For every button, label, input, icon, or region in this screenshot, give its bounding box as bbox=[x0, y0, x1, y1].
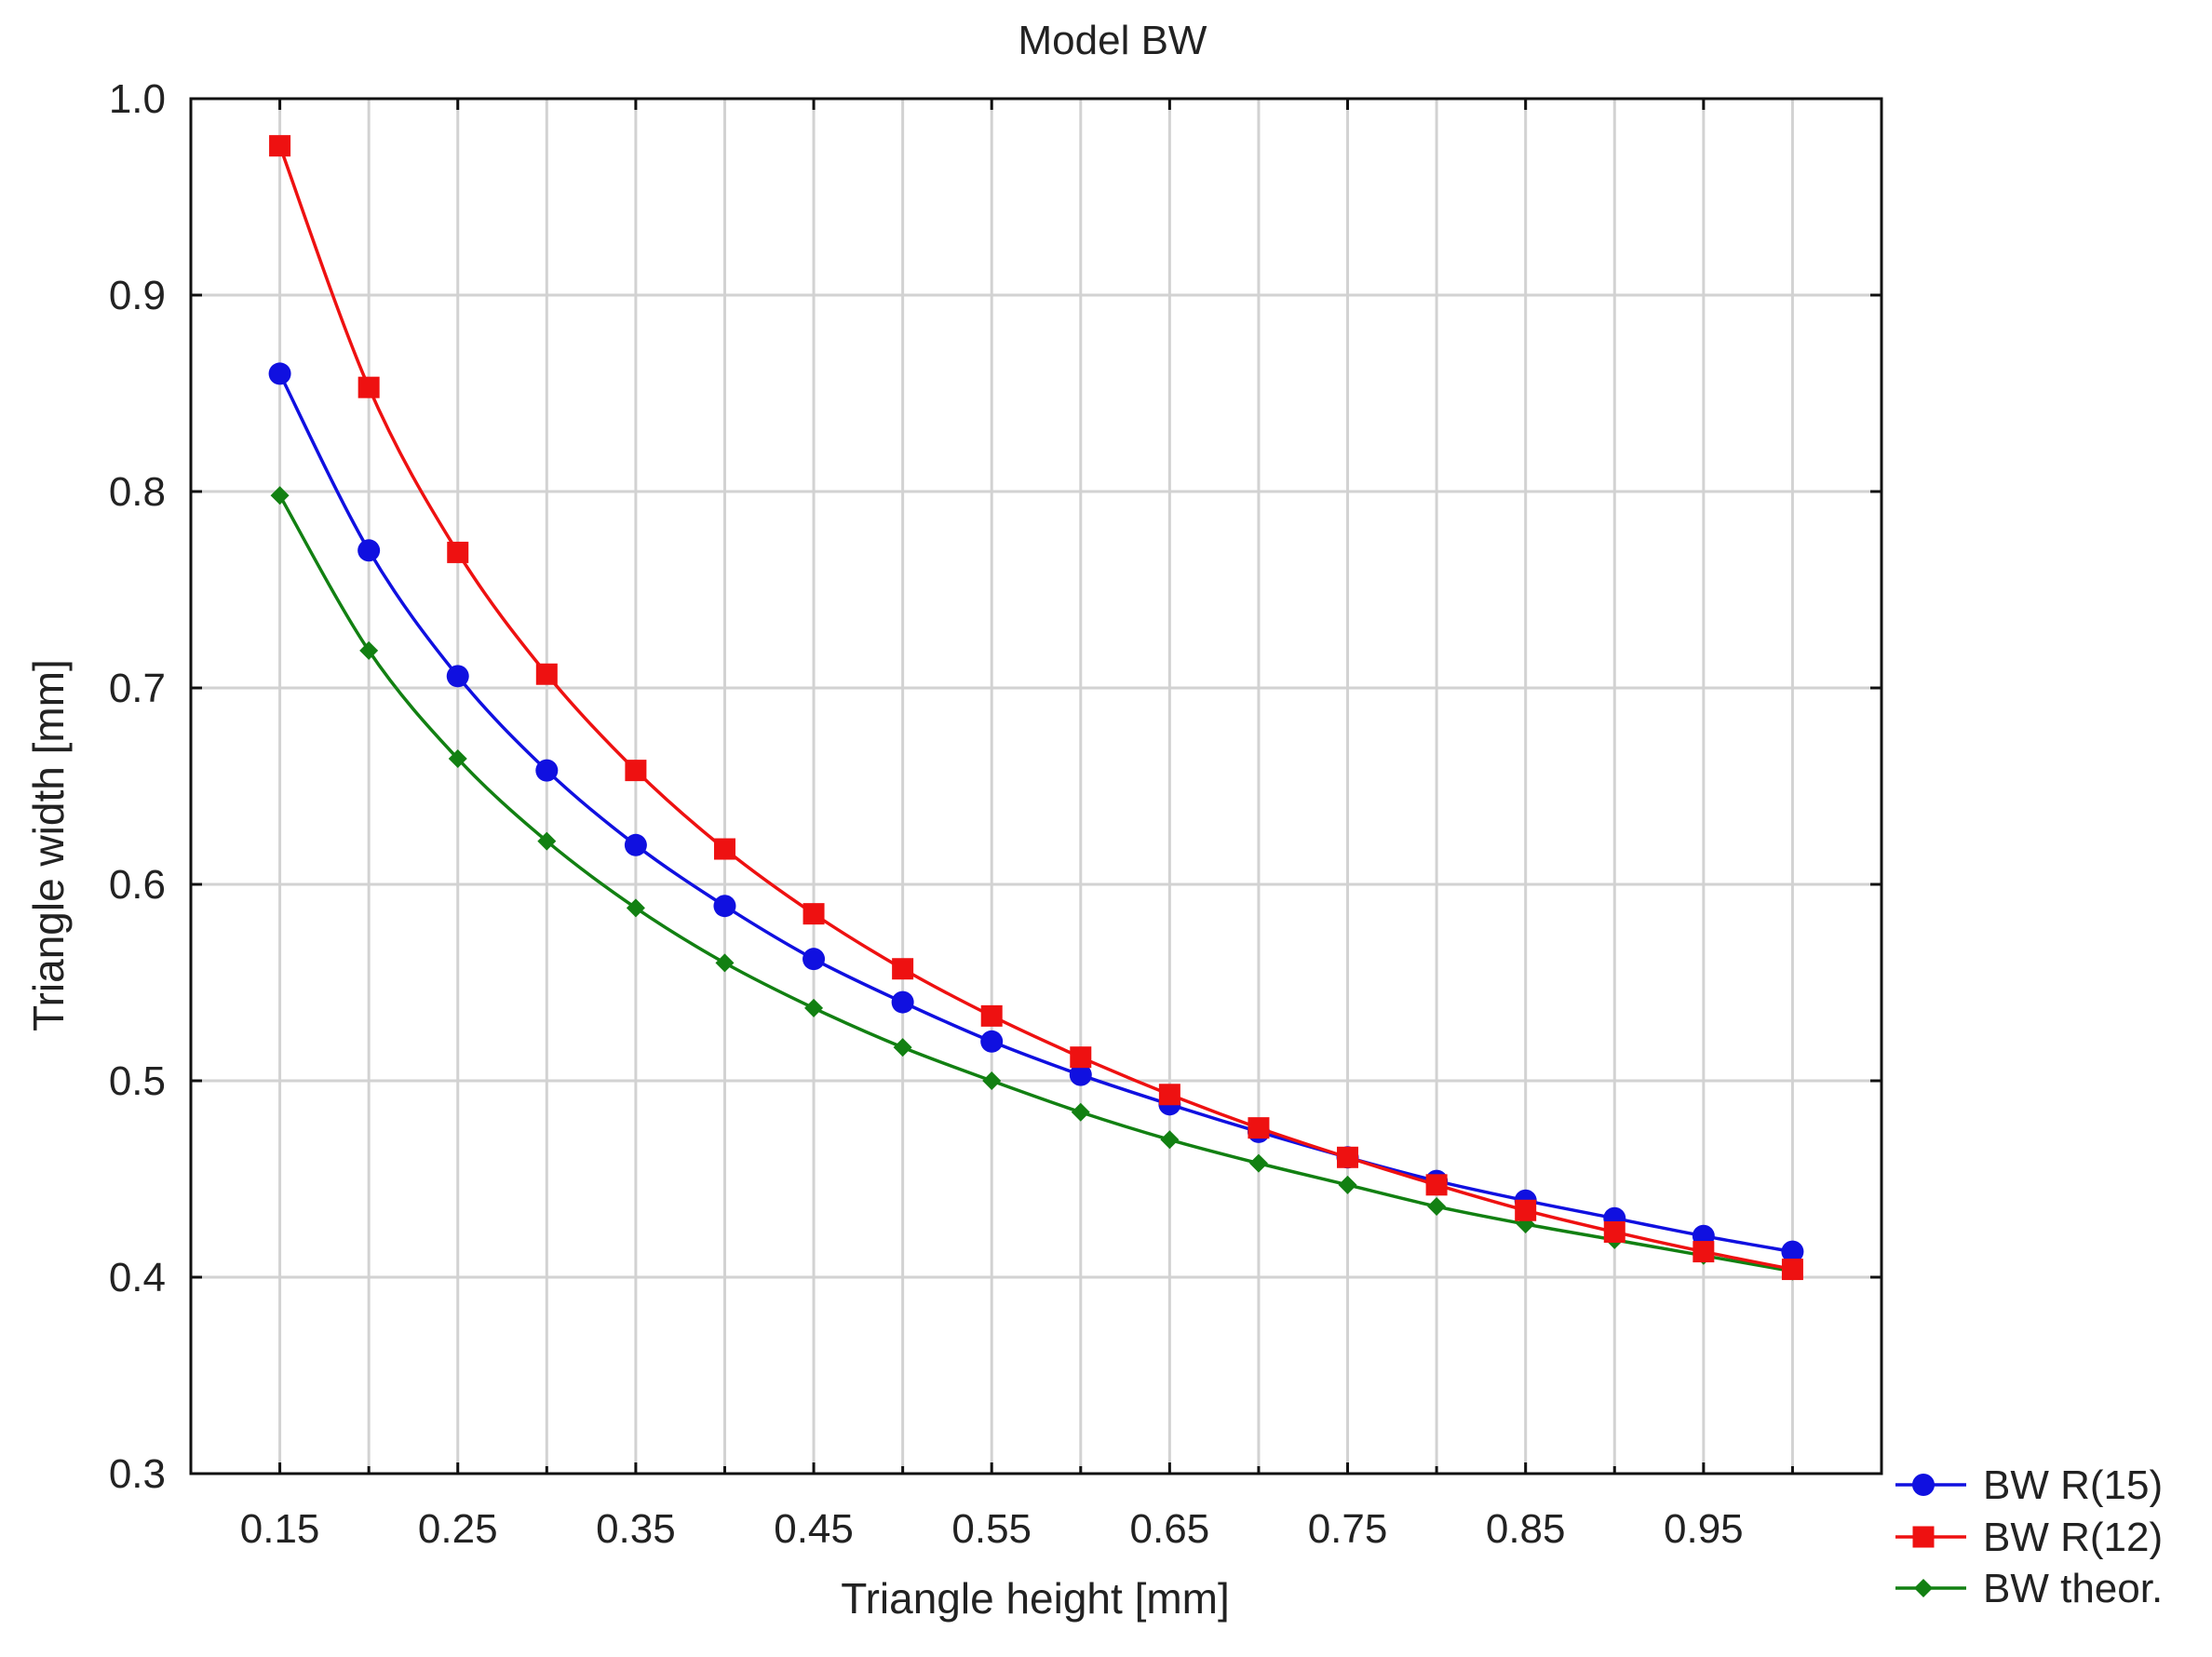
data-point bbox=[1337, 1146, 1359, 1168]
series-square bbox=[269, 135, 1803, 1281]
y-tick-label: 0.9 bbox=[109, 273, 166, 318]
legend-marker bbox=[1914, 1579, 1933, 1597]
y-tick-label: 1.0 bbox=[109, 76, 166, 122]
x-tick-label: 0.45 bbox=[774, 1506, 854, 1552]
y-axis-label: Triangle width [mm] bbox=[24, 659, 73, 1031]
data-point bbox=[715, 953, 735, 973]
y-tick-label: 0.5 bbox=[109, 1058, 166, 1104]
legend-marker bbox=[1912, 1474, 1935, 1496]
data-point bbox=[1069, 1063, 1092, 1086]
data-point bbox=[357, 376, 380, 398]
x-tick-label: 0.25 bbox=[418, 1506, 498, 1552]
y-tick-label: 0.3 bbox=[109, 1451, 166, 1497]
series-diamond bbox=[270, 486, 1802, 1281]
data-point bbox=[1515, 1199, 1537, 1221]
data-point bbox=[624, 833, 647, 856]
x-axis-label: Triangle height [mm] bbox=[841, 1574, 1230, 1623]
data-point bbox=[1160, 1130, 1180, 1150]
data-point bbox=[359, 640, 379, 660]
legend-label: BW theor. bbox=[1983, 1566, 2163, 1611]
legend-marker bbox=[1912, 1526, 1935, 1548]
data-point bbox=[1603, 1220, 1625, 1243]
x-tick-label: 0.15 bbox=[240, 1506, 320, 1552]
data-point bbox=[1425, 1174, 1448, 1196]
data-point bbox=[1693, 1241, 1715, 1263]
x-tick-label: 0.55 bbox=[951, 1506, 1032, 1552]
legend-label: BW R(12) bbox=[1983, 1515, 2163, 1560]
legend: BW R(15) BW R(12) BW theor. bbox=[1895, 1462, 2163, 1611]
data-point bbox=[448, 748, 467, 768]
data-point bbox=[980, 1004, 1003, 1027]
data-point bbox=[893, 1038, 912, 1058]
data-point bbox=[803, 948, 826, 971]
data-point bbox=[1338, 1175, 1357, 1194]
data-point bbox=[626, 898, 645, 918]
y-tick-label: 0.4 bbox=[109, 1255, 166, 1300]
data-point bbox=[1427, 1197, 1447, 1217]
y-tick-label: 0.7 bbox=[109, 666, 166, 711]
data-point bbox=[1248, 1153, 1268, 1173]
data-point bbox=[1071, 1102, 1090, 1122]
axes: 0.15 0.25 0.35 0.45 0.55 0.65 0.75 0.85 0.95 0.3 0… bbox=[109, 76, 1883, 1552]
data-point bbox=[1248, 1117, 1270, 1139]
data-series bbox=[268, 135, 1804, 1281]
data-point bbox=[980, 1030, 1004, 1053]
data-point bbox=[535, 663, 558, 685]
chart-title: Model BW bbox=[1018, 18, 1207, 63]
data-point bbox=[1781, 1259, 1803, 1281]
data-point bbox=[625, 760, 647, 782]
data-point bbox=[804, 998, 824, 1017]
data-point bbox=[713, 895, 736, 918]
data-point bbox=[891, 990, 914, 1014]
data-point bbox=[447, 541, 469, 563]
data-point bbox=[1158, 1084, 1180, 1106]
series-line bbox=[277, 145, 1793, 1272]
data-point bbox=[803, 903, 825, 925]
plot-frame bbox=[189, 97, 1883, 1475]
x-tick-label: 0.65 bbox=[1130, 1506, 1210, 1552]
x-tick-label: 0.35 bbox=[596, 1506, 676, 1552]
data-point bbox=[446, 665, 469, 688]
data-point bbox=[270, 486, 290, 505]
x-tick-label: 0.75 bbox=[1308, 1506, 1388, 1552]
data-point bbox=[537, 831, 557, 851]
y-tick-label: 0.6 bbox=[109, 862, 166, 908]
data-point bbox=[713, 838, 735, 860]
data-point bbox=[1781, 1240, 1804, 1263]
legend-label: BW R(15) bbox=[1983, 1462, 2163, 1508]
data-point bbox=[982, 1071, 1002, 1090]
data-point bbox=[357, 539, 381, 562]
data-point bbox=[268, 362, 291, 385]
data-point bbox=[269, 135, 291, 157]
data-point bbox=[535, 759, 559, 782]
x-tick-label: 0.95 bbox=[1664, 1506, 1744, 1552]
y-tick-label: 0.8 bbox=[109, 469, 166, 515]
x-tick-label: 0.85 bbox=[1486, 1506, 1566, 1552]
data-point bbox=[1070, 1046, 1092, 1069]
data-point bbox=[892, 958, 914, 980]
